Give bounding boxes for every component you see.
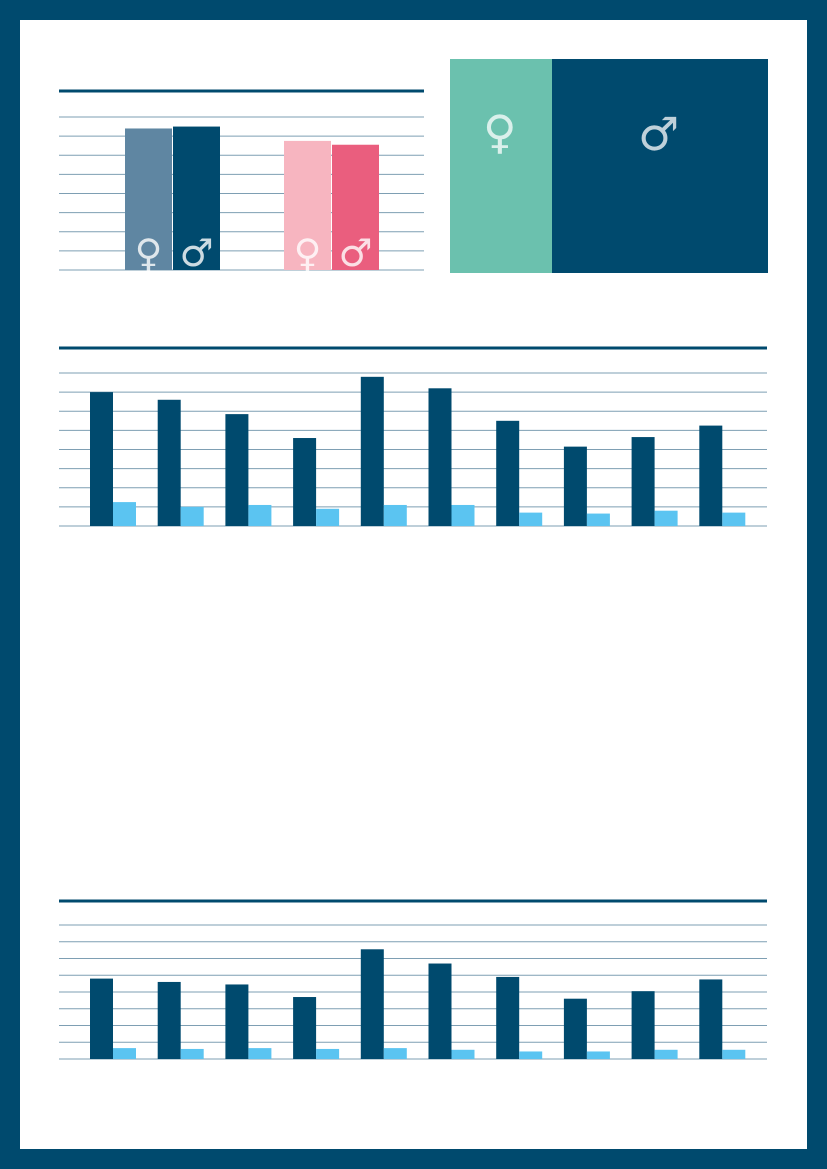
male-icon: ♂ [179, 231, 213, 275]
bar-light [654, 510, 678, 526]
bar-dark [157, 399, 181, 526]
bar-dark [699, 979, 723, 1059]
female-share-panel: ♀ [450, 59, 552, 273]
bar-dark [563, 446, 587, 526]
bar-dark [496, 420, 520, 526]
female-icon: ♀ [294, 231, 322, 275]
bar-light [383, 1048, 407, 1059]
bar [125, 128, 172, 270]
bar-dark [428, 963, 452, 1059]
male-icon: ♂ [638, 107, 680, 161]
bar [332, 144, 379, 270]
grouped-bar-chart-top [59, 346, 767, 527]
bar-dark [631, 991, 655, 1059]
bar-dark [360, 949, 384, 1059]
bar-dark [496, 976, 520, 1059]
bar-dark [360, 376, 384, 526]
bar-light [519, 512, 543, 526]
bar-dark [699, 425, 723, 526]
male-share-panel: ♂ [552, 59, 768, 273]
bar-dark [563, 998, 587, 1059]
bar-light [451, 1049, 475, 1059]
bar-dark [225, 414, 249, 526]
bar-light [383, 504, 407, 526]
bar-light [113, 1048, 136, 1059]
bar-light [180, 1048, 204, 1059]
bar [173, 126, 220, 270]
bar-dark [225, 984, 249, 1059]
female-icon: ♀ [483, 105, 517, 159]
grouped-bar-chart-bottom [59, 899, 767, 1060]
bar-dark [90, 392, 113, 526]
bar [284, 140, 331, 270]
bar-light [722, 512, 746, 526]
bar-light [248, 504, 272, 526]
bar-dark [90, 978, 113, 1059]
bar-dark [157, 981, 181, 1059]
bar-dark [428, 388, 452, 526]
bar-light [722, 1049, 746, 1059]
gender-comparison-chart: ♀ ♂ ♀ ♂ [59, 89, 424, 275]
bar-light [586, 1051, 610, 1059]
bar-light [451, 504, 475, 526]
bar-light [248, 1048, 272, 1059]
male-icon: ♂ [338, 231, 372, 275]
bar-light [316, 1048, 340, 1059]
bar-light [180, 506, 204, 526]
bar-dark [631, 437, 655, 526]
female-icon: ♀ [135, 231, 163, 275]
bar-light [316, 508, 340, 526]
bar-dark [293, 997, 317, 1059]
bar-light [519, 1051, 543, 1059]
bar-dark [293, 438, 317, 526]
bar-light [654, 1049, 678, 1059]
bar-light [113, 502, 136, 526]
bar-light [586, 513, 610, 526]
